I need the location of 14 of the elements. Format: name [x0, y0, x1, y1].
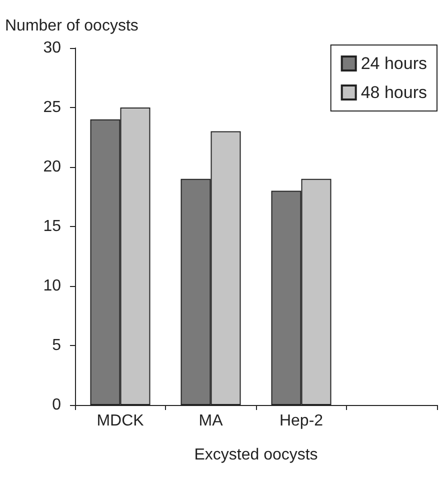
- y-axis-title: Number of oocysts: [5, 18, 138, 34]
- y-tick-label: 15: [43, 218, 62, 235]
- y-tick-label: 30: [43, 40, 62, 56]
- x-tick-label: MDCK: [96, 412, 144, 430]
- y-tick-label: 20: [43, 158, 62, 176]
- x-tick-label: Hep-2: [279, 412, 324, 430]
- legend-label: 24 hours: [360, 54, 428, 73]
- y-tick-label: 0: [52, 396, 62, 414]
- x-tick-label: MA: [198, 412, 224, 430]
- legend-label: 48 hours: [360, 83, 428, 102]
- y-tick-label: 10: [43, 278, 62, 294]
- y-tick-label: 5: [52, 337, 62, 354]
- y-tick-label: 25: [43, 99, 62, 116]
- x-axis-title: Excysted oocysts: [194, 446, 318, 464]
